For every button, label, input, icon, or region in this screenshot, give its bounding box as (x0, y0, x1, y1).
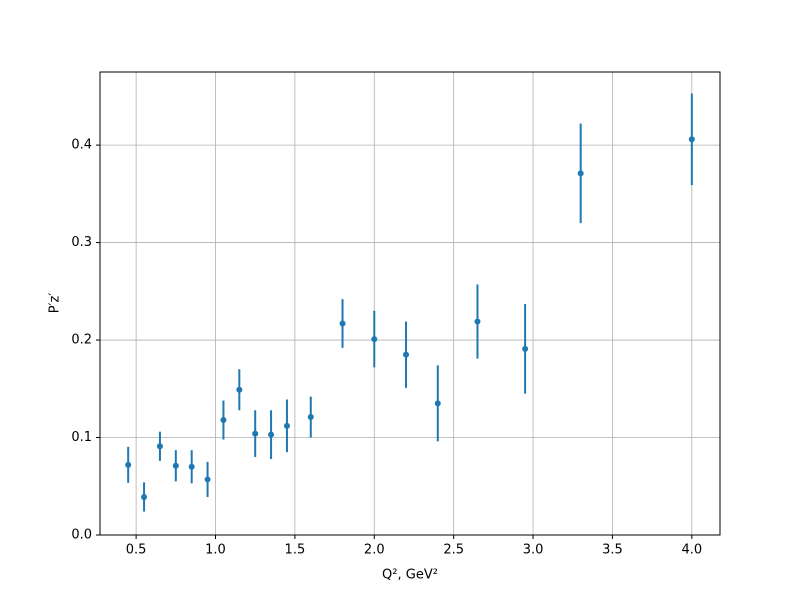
data-point (268, 431, 275, 438)
data-point (307, 414, 314, 421)
data-point (688, 136, 695, 143)
plot-frame (99, 71, 721, 536)
data-point (434, 400, 441, 407)
data-point (141, 493, 148, 500)
x-tick-label: 2.5 (443, 543, 464, 558)
x-tick-label: 2.0 (364, 543, 385, 558)
y-tick-label: 0.1 (71, 430, 92, 445)
x-tick-label: 1.5 (285, 543, 306, 558)
data-point (522, 345, 529, 352)
data-point (204, 476, 211, 483)
data-point (172, 462, 179, 469)
y-tick-label: 0.3 (71, 235, 92, 250)
data-point (403, 351, 410, 358)
data-point (577, 170, 584, 177)
y-tick-label: 0.2 (71, 333, 92, 348)
x-tick-label: 1.0 (205, 543, 226, 558)
data-point (188, 463, 195, 470)
data-point (252, 430, 259, 437)
x-tick-label: 3.0 (523, 543, 544, 558)
y-tick-label: 0.0 (71, 528, 92, 543)
data-point (236, 386, 243, 393)
x-tick-label: 4.0 (681, 543, 702, 558)
data-point (371, 336, 378, 343)
data-point (220, 416, 227, 423)
data-point (156, 443, 163, 450)
y-axis-label: P′z′ (48, 293, 63, 314)
x-axis-label: Q², GeV² (382, 568, 438, 583)
x-tick-label: 0.5 (126, 543, 147, 558)
data-point (125, 461, 132, 468)
data-point (474, 318, 481, 325)
data-point (283, 422, 290, 429)
y-tick-label: 0.4 (71, 138, 92, 153)
data-point (339, 320, 346, 327)
x-tick-label: 3.5 (602, 543, 623, 558)
